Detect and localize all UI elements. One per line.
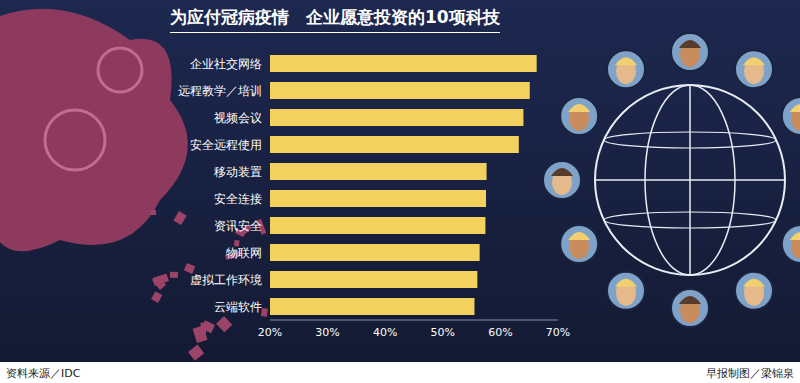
svg-text:安全连接: 安全连接 [214, 192, 262, 206]
svg-text:远程教学／培训: 远程教学／培训 [178, 84, 262, 98]
html-text:为应付冠病疫情 企业愿意投资的10项科技: 为应付冠病疫情 企业愿意投资的10项科技 [170, 7, 500, 27]
svg-text:虚拟工作环境: 虚拟工作环境 [190, 273, 262, 287]
svg-text:企业社交网络: 企业社交网络 [190, 57, 262, 71]
svg-text:30%: 30% [315, 326, 339, 339]
svg-text:20%: 20% [258, 326, 282, 339]
svg-text:资讯安全: 资讯安全 [214, 219, 262, 233]
svg-text:安全远程使用: 安全远程使用 [190, 138, 262, 152]
html-text:资料来源／IDC: 资料来源／IDC [6, 367, 81, 380]
svg-text:50%: 50% [431, 326, 455, 339]
svg-text:物联网: 物联网 [226, 246, 262, 260]
svg-text:60%: 60% [488, 326, 512, 339]
svg-text:70%: 70% [546, 326, 570, 339]
svg-text:视频会议: 视频会议 [214, 111, 262, 125]
html-text:早报制图／梁锦泉: 早报制图／梁锦泉 [706, 367, 794, 380]
svg-text:云端软件: 云端软件 [214, 300, 262, 314]
svg-text:40%: 40% [373, 326, 397, 339]
svg-text:移动装置: 移动装置 [214, 165, 262, 179]
